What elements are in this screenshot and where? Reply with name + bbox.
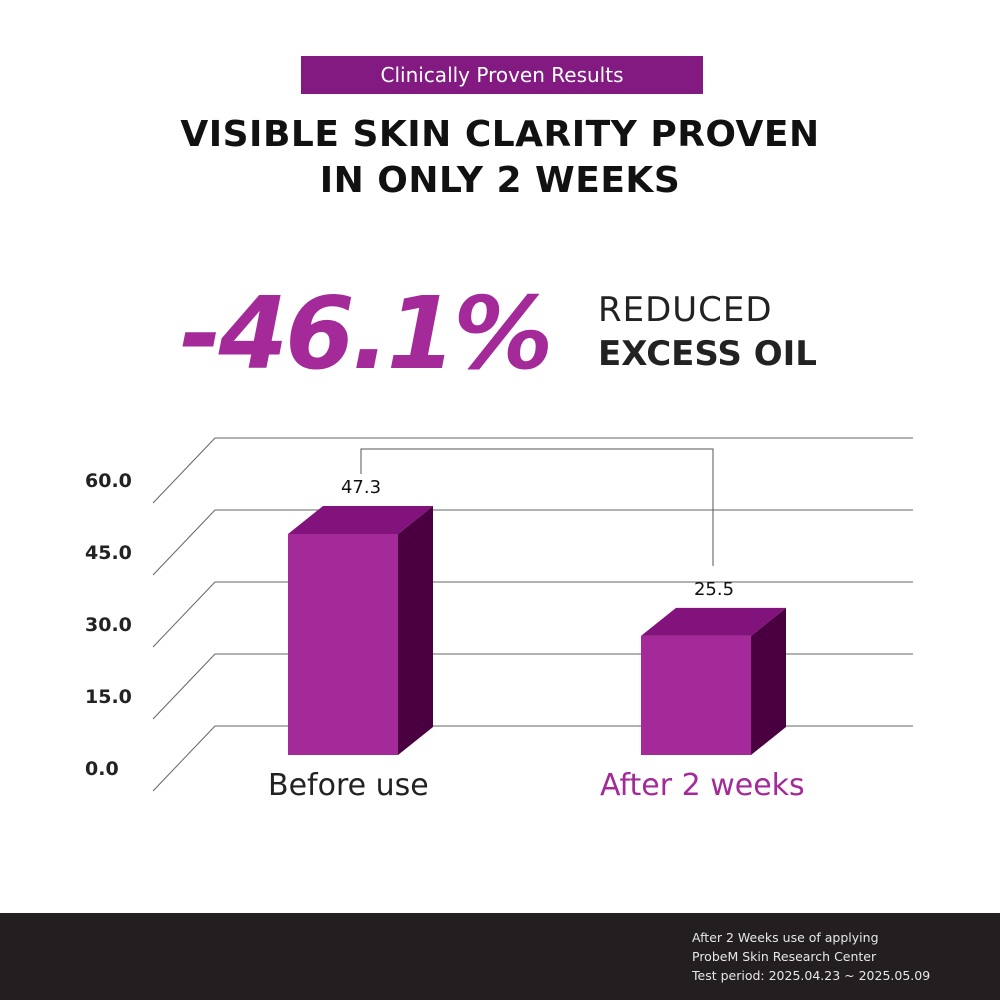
gridline-diagonal — [152, 653, 216, 720]
footer-line: Test period: 2025.04.23 ~ 2025.05.09 — [692, 968, 931, 983]
footer-note: After 2 Weeks use of applying ProbeM Ski… — [692, 928, 930, 985]
y-tick-label: 15.0 — [85, 686, 132, 708]
headline-label-1: REDUCED — [598, 290, 773, 330]
bar-front — [288, 534, 398, 755]
gridline-diagonal — [152, 509, 216, 576]
headline-percentage: -46.1% — [180, 275, 553, 392]
y-tick-label: 60.0 — [85, 470, 132, 492]
page-title: VISIBLE SKIN CLARITY PROVEN IN ONLY 2 WE… — [0, 112, 1000, 204]
gridline-diagonal — [152, 437, 216, 504]
bar-side — [398, 506, 433, 755]
headline-label-2: EXCESS OIL — [598, 334, 817, 374]
bar-top — [641, 607, 786, 636]
y-tick-label: 0.0 — [85, 758, 119, 780]
category-label-before: Before use — [268, 768, 429, 803]
gridline-diagonal — [152, 725, 216, 792]
comparison-bracket — [360, 448, 714, 566]
y-tick-label: 30.0 — [85, 614, 132, 636]
title-line-2: IN ONLY 2 WEEKS — [319, 160, 681, 201]
footer-line: ProbeM Skin Research Center — [692, 949, 877, 964]
bar-side — [751, 607, 786, 755]
footer-bar — [0, 913, 1000, 1000]
section-badge: Clinically Proven Results — [301, 56, 703, 94]
footer-line: After 2 Weeks use of applying — [692, 930, 879, 945]
bar-top — [288, 506, 433, 534]
y-tick-label: 45.0 — [85, 542, 132, 564]
title-line-1: VISIBLE SKIN CLARITY PROVEN — [180, 114, 820, 155]
bar-front — [641, 635, 751, 755]
gridline-diagonal — [152, 581, 216, 648]
category-label-after: After 2 weeks — [600, 768, 805, 803]
data-label: 47.3 — [341, 477, 381, 498]
data-label: 25.5 — [694, 579, 734, 600]
